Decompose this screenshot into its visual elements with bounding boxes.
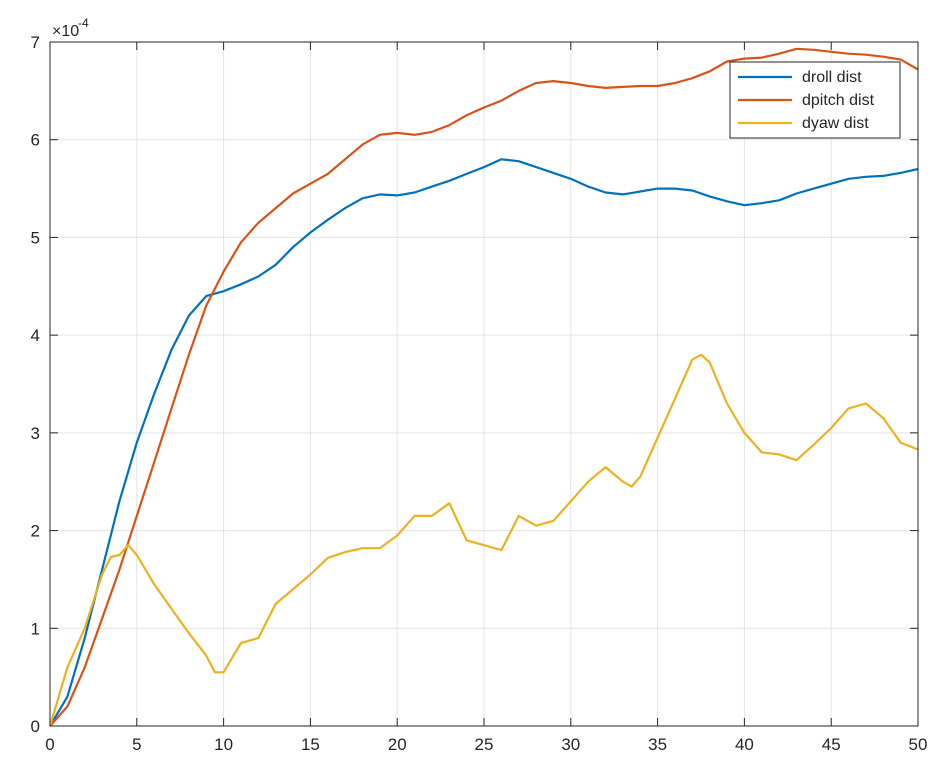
y-exponent-base: ×10 xyxy=(52,23,79,40)
legend-label: dyaw dist xyxy=(802,115,869,132)
y-tick-label: 6 xyxy=(31,131,40,150)
x-tick-label: 20 xyxy=(388,735,407,754)
legend: droll dist dpitch dist dyaw dist xyxy=(729,61,901,139)
legend-label: droll dist xyxy=(802,69,862,86)
y-tick-label: 4 xyxy=(31,326,40,345)
x-tick-label: 0 xyxy=(45,735,54,754)
x-tick-label: 10 xyxy=(214,735,233,754)
series-line-2 xyxy=(49,47,919,727)
y-tick-label: 2 xyxy=(31,522,40,541)
y-tick-label: 1 xyxy=(31,619,40,638)
y-tick-label: 0 xyxy=(31,717,40,736)
x-tick-label: 5 xyxy=(132,735,141,754)
x-tick-label: 45 xyxy=(822,735,841,754)
x-tick-label: 35 xyxy=(648,735,667,754)
y-tick-label: 7 xyxy=(31,33,40,52)
x-tick-label: 50 xyxy=(909,735,928,754)
legend-label: dpitch dist xyxy=(802,92,875,109)
x-tick-label: 15 xyxy=(301,735,320,754)
x-tick-label: 40 xyxy=(735,735,754,754)
y-tick-label: 5 xyxy=(31,228,40,247)
series-lines xyxy=(48,47,919,727)
x-tick-label: 30 xyxy=(561,735,580,754)
series-line-3 xyxy=(48,353,919,727)
y-tick-label: 3 xyxy=(31,424,40,443)
y-exponent-power: -4 xyxy=(78,16,89,30)
x-tick-label: 25 xyxy=(475,735,494,754)
y-axis-exponent: ×10 -4 xyxy=(52,16,89,40)
series-line-1 xyxy=(49,158,919,727)
